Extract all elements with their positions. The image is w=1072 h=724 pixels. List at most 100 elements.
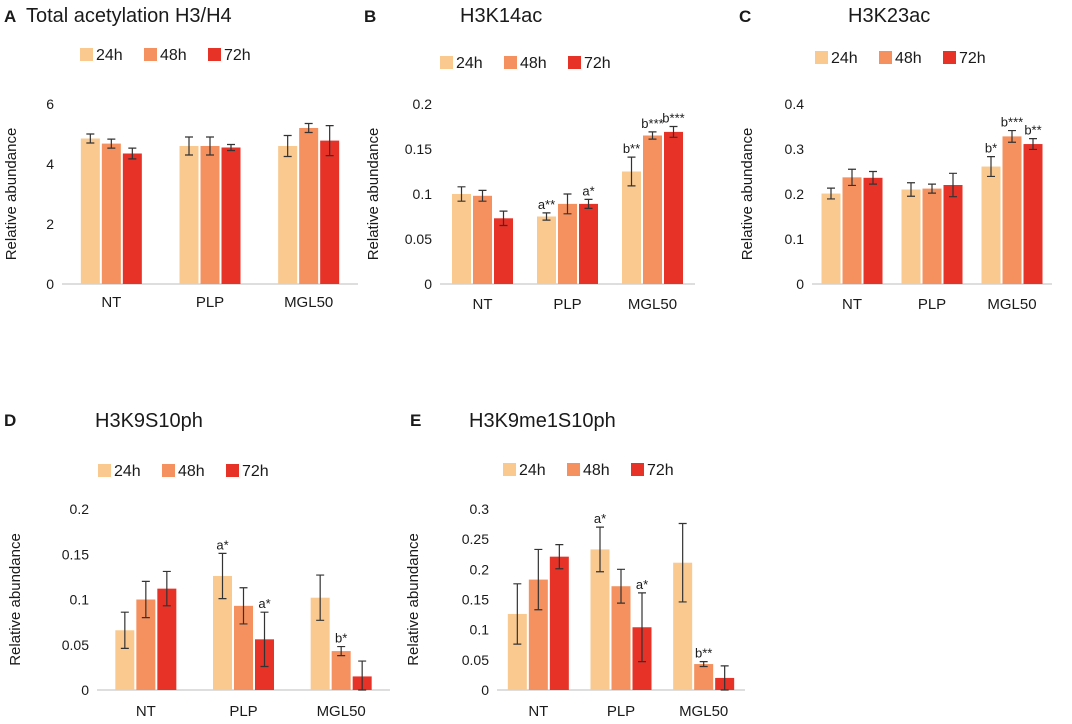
significance-label: b** [1024, 123, 1041, 138]
error-bar [627, 156, 636, 187]
legend-swatch [631, 463, 644, 476]
error-bar [283, 134, 292, 158]
y-axis-label: Relative abundance [365, 128, 382, 261]
legend-swatch [879, 51, 892, 64]
y-tick-label: 0.05 [405, 231, 432, 247]
legend-swatch [208, 48, 221, 61]
bar-72h [549, 556, 569, 690]
error-bar [584, 198, 593, 209]
panel-letter: B [364, 7, 376, 26]
x-category-label: MGL50 [987, 296, 1036, 313]
legend-label: 48h [178, 463, 205, 480]
y-tick-label: 0 [796, 276, 804, 292]
x-category-label: NT [136, 703, 156, 720]
legend-entry: 72h [631, 462, 674, 479]
bar-72h [943, 185, 963, 284]
y-tick-label: 0.2 [70, 501, 90, 517]
chart-title: H3K9S10ph [95, 410, 203, 432]
error-bar [678, 522, 687, 603]
error-bar [86, 133, 95, 144]
bar-72h [157, 588, 177, 690]
error-bar [337, 645, 346, 657]
bar-48h [611, 586, 631, 690]
y-tick-label: 0.3 [470, 501, 490, 517]
bar-24h [537, 216, 556, 284]
error-bar [534, 548, 543, 611]
bar-72h [221, 147, 241, 284]
bar-48h [136, 599, 156, 690]
legend-label: 72h [647, 462, 674, 479]
y-axis-label: Relative abundance [3, 128, 20, 261]
error-bar [617, 568, 625, 604]
bar-24h [901, 189, 921, 284]
bar-72h [1023, 144, 1043, 284]
legend-swatch [504, 56, 517, 69]
error-bar [316, 574, 325, 621]
panel-letter: E [410, 411, 421, 430]
bar-48h [842, 177, 862, 284]
legend-label: 72h [224, 47, 251, 64]
error-bar [542, 212, 551, 221]
bar-48h [694, 664, 714, 690]
legend-entry: 24h [815, 50, 858, 67]
bar-24h [278, 146, 298, 284]
error-bar [949, 172, 957, 198]
bar-48h [200, 146, 220, 284]
bar-24h [622, 171, 641, 284]
y-axis-label: Relative abundance [739, 128, 756, 261]
x-category-label: MGL50 [284, 294, 333, 311]
legend-label: 72h [242, 463, 269, 480]
legend-entry: 24h [80, 47, 123, 64]
error-bar [555, 543, 564, 570]
y-tick-label: 0.3 [785, 141, 805, 157]
error-bar [128, 147, 137, 160]
legend-entry: 24h [98, 463, 141, 480]
panel-letter: D [4, 411, 16, 430]
bar-48h [643, 135, 662, 284]
bar-72h [664, 131, 683, 284]
legend-label: 24h [114, 463, 141, 480]
bar-48h [1002, 136, 1022, 284]
y-tick-label: 4 [46, 156, 54, 172]
error-bar [218, 552, 227, 600]
y-tick-label: 0.1 [785, 231, 805, 247]
error-bar [669, 125, 678, 138]
legend-entry: 48h [879, 50, 922, 67]
legend-entry: 48h [567, 462, 610, 479]
chart-panel-c: C H3K23ac 24h 48h 72h 0 0.1 0.2 0.3 0.4 Relative a… [739, 5, 1052, 313]
y-tick-label: 0.2 [785, 186, 805, 202]
bar-48h [234, 605, 253, 690]
bar-48h [528, 579, 548, 690]
error-bar [563, 193, 572, 215]
significance-label: a* [258, 596, 270, 611]
error-bar [513, 583, 522, 645]
bar-24h [981, 166, 1001, 284]
chart-panel-d: D H3K9S10ph 24h 48h 72h 0 0.05 0.1 0.15 0.2 Relati… [4, 410, 390, 720]
bar-24h [673, 562, 693, 690]
error-bar [206, 136, 214, 156]
y-tick-label: 0.1 [413, 186, 433, 202]
error-bar [648, 131, 657, 140]
bar-48h [101, 143, 121, 284]
bar-72h [579, 203, 598, 284]
legend-entry: 48h [162, 463, 205, 480]
y-tick-label: 0 [481, 682, 489, 698]
bar-72h [494, 218, 513, 284]
error-bar [358, 660, 367, 691]
y-axis-label: Relative abundance [7, 533, 24, 666]
error-bar [638, 592, 646, 663]
bar-48h [331, 651, 351, 690]
legend-entry: 24h [503, 462, 546, 479]
y-tick-label: 0.05 [462, 652, 489, 668]
x-category-label: PLP [229, 703, 257, 720]
significance-label: b** [695, 646, 712, 661]
bar-24h [115, 630, 135, 690]
bar-24h [590, 549, 610, 690]
bar-24h [452, 194, 471, 284]
error-bar [185, 136, 193, 156]
y-tick-label: 0.15 [462, 592, 489, 608]
chart-title: Total acetylation H3/H4 [26, 5, 232, 27]
panel-letter: A [4, 7, 16, 26]
legend-label: 48h [160, 47, 187, 64]
